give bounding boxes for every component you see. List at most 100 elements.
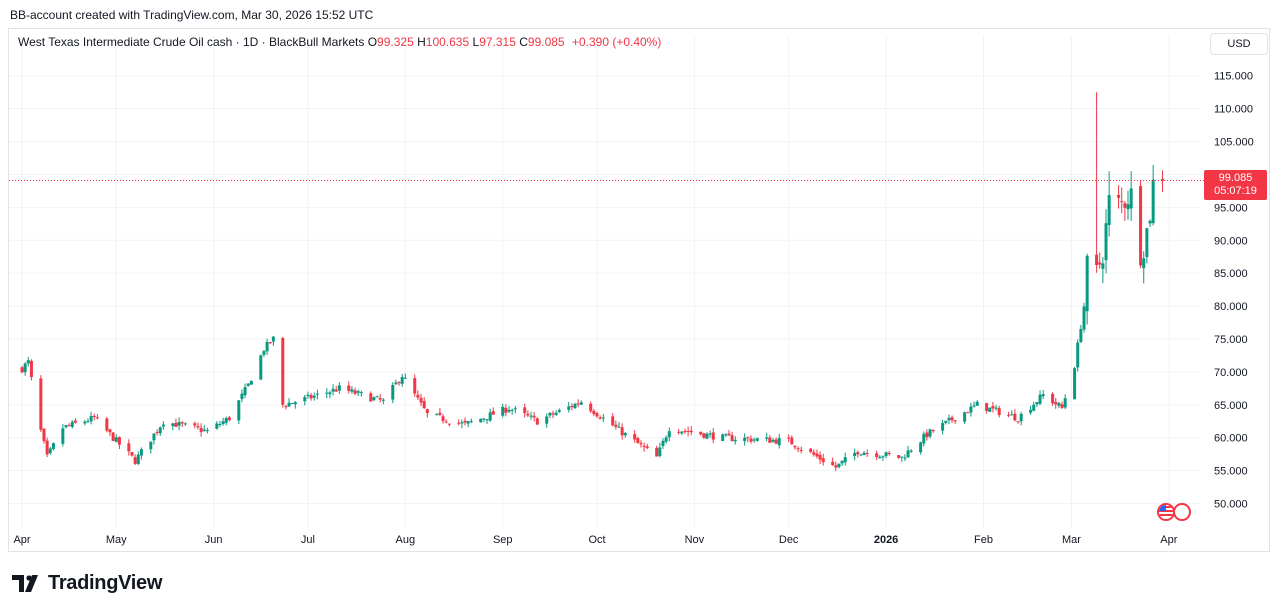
- candle-body: [353, 390, 357, 394]
- candle-body: [887, 452, 891, 455]
- high-label: H: [417, 35, 426, 49]
- x-tick-label: May: [106, 534, 127, 546]
- candle-body: [1101, 263, 1105, 269]
- candle-body: [529, 415, 533, 417]
- x-tick-label: Oct: [588, 534, 605, 546]
- candle-body: [721, 434, 725, 441]
- candle-body: [620, 427, 624, 436]
- candle-body: [469, 421, 473, 423]
- candle-body: [859, 454, 863, 456]
- y-tick-label: 55.000: [1214, 466, 1248, 478]
- currency-button[interactable]: USD: [1210, 33, 1268, 55]
- candle-body: [284, 406, 288, 408]
- candle-body: [1076, 342, 1080, 368]
- candle-body: [1079, 329, 1083, 343]
- candle-body: [174, 422, 178, 427]
- candle-body: [903, 457, 907, 459]
- candle-body: [1123, 203, 1127, 208]
- candle-body: [727, 433, 731, 436]
- x-tick-label: Mar: [1062, 534, 1081, 546]
- low-value: 97.315: [479, 35, 516, 49]
- candle-body: [765, 437, 769, 439]
- candle-body: [633, 434, 637, 440]
- candle-body: [205, 430, 209, 432]
- candle-body: [328, 392, 332, 395]
- candle-body: [755, 438, 759, 441]
- y-tick-label: 80.000: [1214, 301, 1248, 313]
- candle-body: [711, 432, 715, 440]
- candles: [20, 92, 1165, 472]
- candle-body: [466, 421, 470, 424]
- candle-body: [749, 438, 753, 442]
- candle-body: [1063, 398, 1067, 408]
- candle-body: [576, 403, 580, 405]
- countdown-timer: 05:07:19: [1214, 185, 1257, 197]
- candle-body: [834, 465, 838, 468]
- candle-body: [548, 412, 552, 416]
- candle-body: [281, 337, 285, 405]
- x-tick-label: Apr: [1160, 534, 1177, 546]
- candle-body: [931, 430, 935, 432]
- candle-body: [199, 427, 203, 432]
- candle-body: [853, 452, 857, 457]
- high-value: 100.635: [425, 35, 470, 49]
- candle-body: [947, 418, 951, 421]
- candle-body: [359, 392, 363, 394]
- candle-body: [136, 454, 140, 464]
- candle-body: [579, 402, 583, 405]
- candle-body: [875, 453, 879, 458]
- candle-body: [900, 456, 904, 458]
- candle-body: [413, 378, 417, 394]
- candle-body: [897, 455, 901, 458]
- candle-body: [64, 425, 68, 428]
- candle-body: [661, 440, 665, 447]
- candle-body: [1095, 254, 1099, 265]
- candle-body: [614, 424, 618, 427]
- candle-body: [504, 407, 508, 413]
- candle-body: [523, 407, 527, 414]
- symbol-title[interactable]: West Texas Intermediate Crude Oil cash ·…: [18, 35, 365, 49]
- event-marker-icon[interactable]: [1173, 503, 1191, 521]
- candle-body: [416, 394, 420, 398]
- candle-body: [51, 443, 55, 450]
- candle-body: [856, 452, 860, 455]
- candle-body: [460, 422, 464, 424]
- last-price-tag: 99.085 05:07:19: [1204, 170, 1267, 200]
- candle-body: [394, 382, 398, 385]
- candle-body: [105, 418, 109, 431]
- candle-body: [117, 437, 121, 445]
- y-tick-label: 60.000: [1214, 433, 1248, 445]
- candle-body: [268, 342, 272, 344]
- candle-body: [89, 415, 93, 422]
- candle-body: [246, 383, 250, 386]
- candle-body: [391, 385, 395, 400]
- x-tick-label: Apr: [13, 534, 30, 546]
- candle-body: [733, 439, 737, 442]
- candle-body: [422, 401, 426, 409]
- candle-body: [259, 355, 263, 380]
- candle-body: [1117, 195, 1121, 198]
- candle-body: [840, 460, 844, 464]
- candle-body: [334, 389, 338, 392]
- candle-body: [818, 454, 822, 460]
- x-tick-label: Nov: [685, 534, 705, 546]
- open-label: O: [367, 35, 378, 49]
- candle-body: [777, 438, 781, 446]
- tradingview-logo[interactable]: TradingView: [12, 572, 162, 595]
- y-tick-label: 115.000: [1214, 71, 1253, 83]
- candle-body: [941, 423, 945, 431]
- candle-body: [601, 417, 605, 419]
- candle-body: [821, 458, 825, 463]
- candle-body: [589, 403, 593, 412]
- candle-body: [130, 452, 134, 456]
- candle-body: [746, 437, 750, 439]
- candle-body: [1142, 258, 1146, 269]
- candle-body: [419, 397, 423, 403]
- candle-body: [526, 413, 530, 416]
- candle-body: [909, 450, 913, 452]
- candle-body: [790, 437, 794, 445]
- candle-body: [262, 351, 266, 355]
- candle-body: [39, 378, 43, 430]
- us-flag-icon[interactable]: [1157, 503, 1175, 521]
